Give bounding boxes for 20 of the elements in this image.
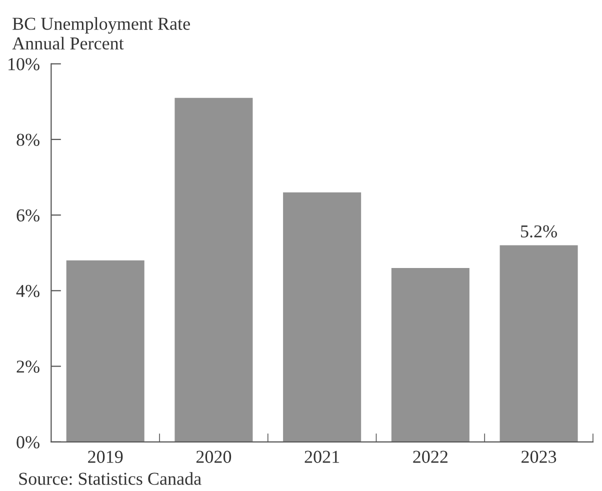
x-tick-label: 2020: [196, 450, 232, 463]
data-label: 5.2%: [521, 225, 557, 238]
bar: [283, 192, 362, 442]
source-note: Source: Statistics Canada: [19, 472, 202, 485]
y-tick-label: 4%: [16, 284, 40, 298]
y-tick-label: 0%: [16, 436, 40, 448]
x-tick-label: 2023: [522, 450, 556, 463]
y-tick-label: 6%: [16, 209, 40, 222]
bar: [66, 260, 144, 442]
bar: [174, 98, 253, 442]
y-tick-label: 10%: [8, 58, 40, 70]
bar: [500, 245, 578, 442]
x-tick-label: 2019: [88, 450, 123, 463]
y-tick-label: 8%: [16, 134, 40, 146]
x-tick-label: 2021: [304, 450, 340, 463]
y-tick-label: 2%: [16, 360, 40, 373]
chart-title: BC Unemployment Rate: [12, 17, 190, 34]
x-tick-label: 2022: [413, 450, 448, 463]
chart-subtitle: Annual Percent: [12, 36, 124, 50]
bar: [391, 268, 470, 442]
